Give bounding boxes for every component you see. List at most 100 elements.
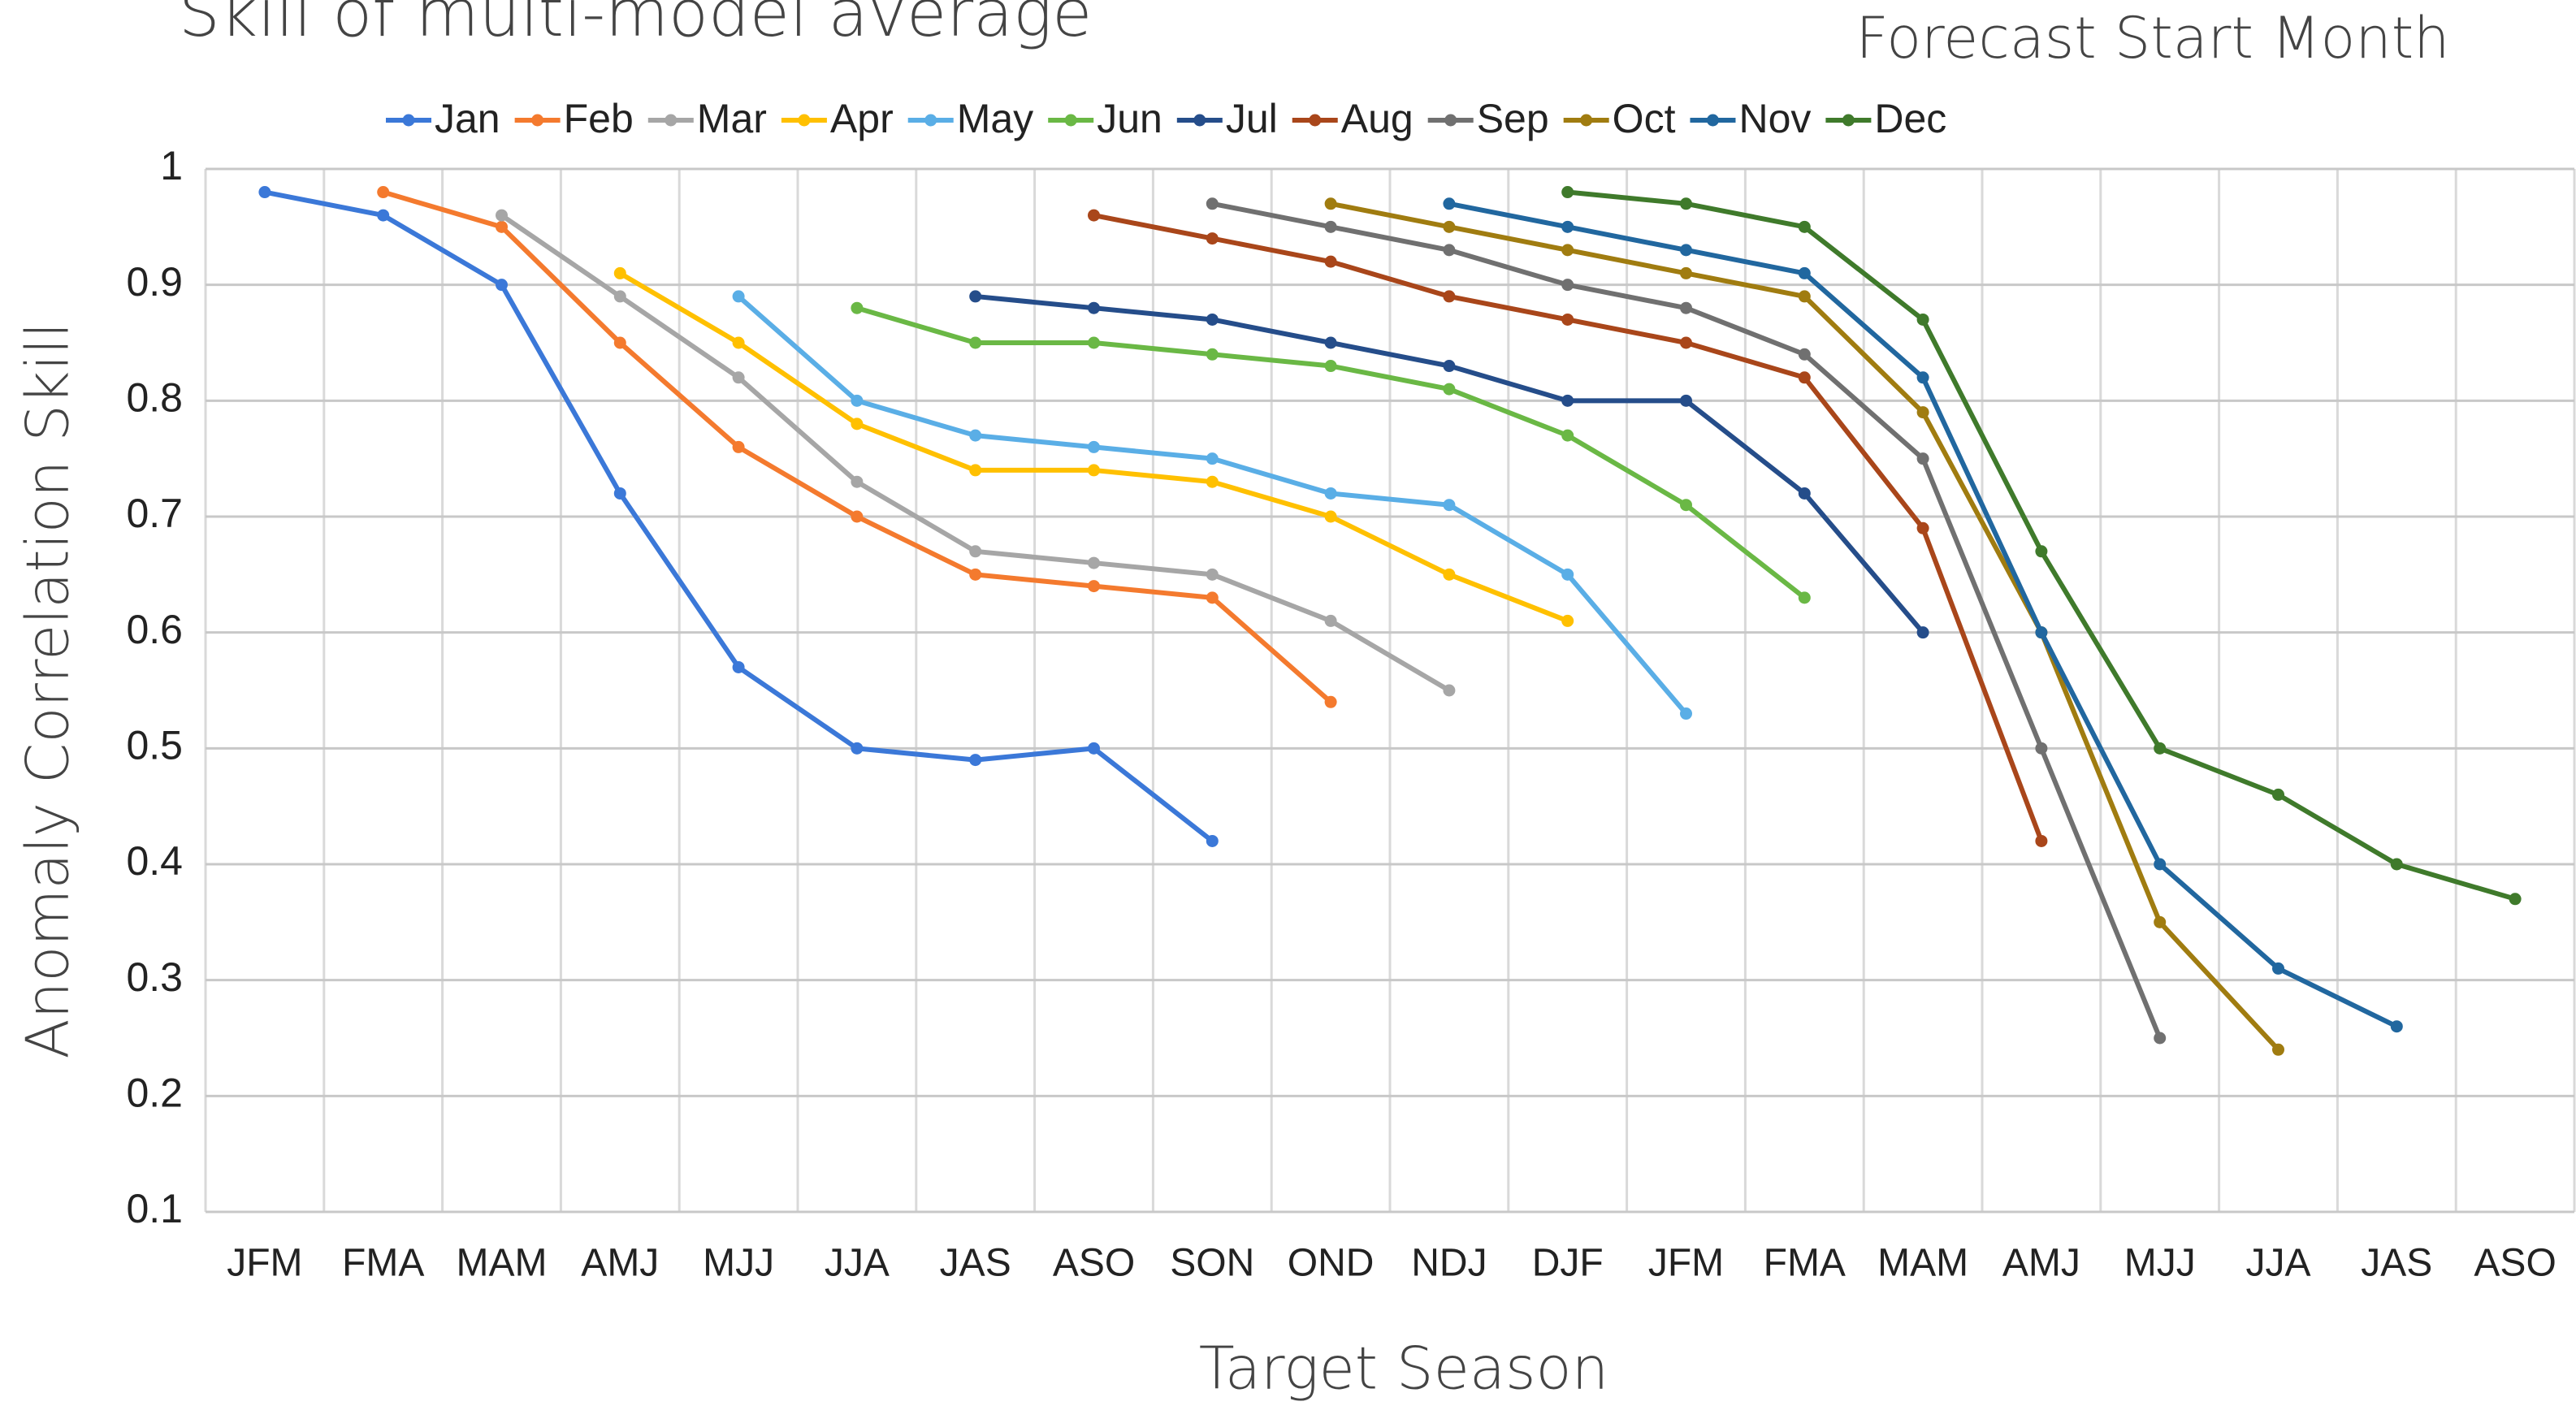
- legend-label: Aug: [1341, 96, 1414, 141]
- data-point: [2154, 858, 2167, 871]
- y-tick-label: 1: [160, 143, 183, 188]
- chart-title: Skill of multi-model average: [179, 0, 1092, 51]
- data-point: [1206, 591, 1219, 604]
- legend-marker: [531, 114, 544, 127]
- legend-marker: [1706, 114, 1719, 127]
- data-point: [2272, 962, 2284, 975]
- x-tick-label: JJA: [825, 1242, 890, 1285]
- y-tick-label: 0.5: [126, 723, 183, 768]
- legend-marker: [798, 114, 811, 127]
- data-point: [1798, 266, 1811, 279]
- data-point: [1561, 614, 1574, 627]
- data-point: [1324, 487, 1337, 500]
- data-point: [1561, 429, 1574, 442]
- legend-marker: [1444, 114, 1457, 127]
- legend-label: Jul: [1226, 96, 1278, 141]
- data-point: [969, 568, 982, 581]
- legend-marker: [1309, 114, 1322, 127]
- data-point: [732, 290, 745, 303]
- y-axis-title: Anomaly Correlation Skill: [14, 322, 82, 1058]
- data-point: [613, 266, 626, 279]
- data-point: [1088, 556, 1100, 569]
- y-tick-label: 0.2: [126, 1071, 183, 1116]
- data-point: [1206, 568, 1219, 581]
- data-point: [496, 279, 508, 292]
- data-point: [377, 209, 390, 222]
- data-point: [1324, 695, 1337, 708]
- data-point: [1206, 313, 1219, 326]
- y-tick-label: 0.8: [126, 375, 183, 421]
- data-point: [851, 394, 864, 407]
- data-point: [1798, 348, 1811, 361]
- data-point: [1206, 348, 1219, 361]
- data-point: [2390, 1020, 2403, 1033]
- data-point: [1206, 232, 1219, 245]
- y-tick-label: 0.7: [126, 491, 183, 536]
- x-tick-label: MJJ: [703, 1242, 774, 1285]
- x-tick-label: ASO: [1053, 1242, 1135, 1285]
- data-point: [1324, 197, 1337, 210]
- x-tick-label: NDJ: [1411, 1242, 1487, 1285]
- data-point: [732, 336, 745, 349]
- data-point: [496, 220, 508, 233]
- x-tick-label: OND: [1288, 1242, 1375, 1285]
- data-point: [851, 510, 864, 523]
- data-point: [1443, 360, 1456, 373]
- data-point: [2272, 1043, 2284, 1056]
- legend-title: Forecast Start Month: [1855, 5, 2449, 71]
- data-point: [851, 475, 864, 488]
- data-point: [1206, 452, 1219, 465]
- series-line: [1330, 201, 2280, 1052]
- data-point: [1561, 186, 1574, 199]
- data-point: [1916, 626, 1929, 639]
- data-point: [1088, 440, 1100, 453]
- data-point: [2154, 1032, 2167, 1045]
- y-tick-label: 0.4: [126, 838, 183, 884]
- x-tick-label: MJJ: [2124, 1242, 2196, 1285]
- legend-label: Nov: [1738, 96, 1811, 141]
- data-point: [1443, 220, 1456, 233]
- data-point: [1561, 394, 1574, 407]
- x-tick-label: ASO: [2474, 1242, 2556, 1285]
- data-point: [969, 429, 982, 442]
- data-point: [969, 336, 982, 349]
- data-point: [2035, 626, 2048, 639]
- data-point: [1561, 313, 1574, 326]
- data-point: [732, 440, 745, 453]
- data-point: [1916, 452, 1929, 465]
- data-point: [1561, 220, 1574, 233]
- data-point: [1561, 568, 1574, 581]
- data-point: [1324, 220, 1337, 233]
- data-point: [1443, 684, 1456, 697]
- data-point: [1443, 197, 1456, 210]
- data-point: [1680, 197, 1692, 210]
- data-point: [2154, 742, 2167, 755]
- series-line: [1448, 201, 2398, 1029]
- x-tick-label: DJF: [1532, 1242, 1604, 1285]
- legend-marker: [1064, 114, 1077, 127]
- x-tick-label: SON: [1170, 1242, 1254, 1285]
- legend-label: Feb: [564, 96, 634, 141]
- data-point: [1088, 464, 1100, 477]
- legend-label: May: [957, 96, 1033, 141]
- legend-label: Apr: [830, 96, 894, 141]
- data-point: [1680, 336, 1692, 349]
- data-point: [851, 417, 864, 430]
- data-point: [1916, 521, 1929, 534]
- data-point: [2035, 545, 2048, 558]
- legend-marker: [924, 114, 937, 127]
- data-point: [1324, 336, 1337, 349]
- data-point: [1206, 475, 1219, 488]
- legend-marker: [665, 114, 678, 127]
- data-point: [1680, 244, 1692, 257]
- data-point: [1680, 266, 1692, 279]
- legend-label: Mar: [697, 96, 767, 141]
- data-point: [613, 487, 626, 500]
- data-point: [732, 371, 745, 384]
- data-point: [1324, 360, 1337, 373]
- x-tick-label: MAM: [457, 1242, 548, 1285]
- legend-marker: [1193, 114, 1206, 127]
- data-point: [2272, 788, 2284, 801]
- data-point: [1561, 244, 1574, 257]
- legend-label: Sep: [1477, 96, 1549, 141]
